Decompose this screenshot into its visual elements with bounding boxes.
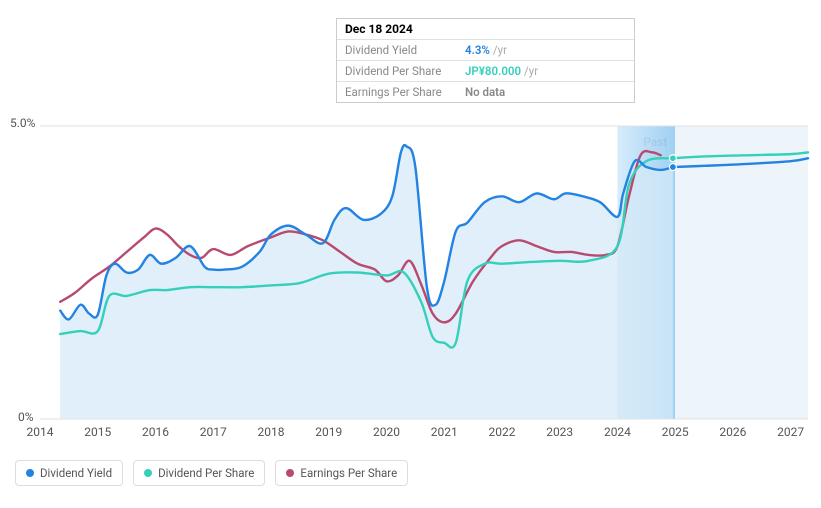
- x-axis-label: 2023: [546, 425, 573, 439]
- y-axis-min: 0%: [18, 410, 34, 424]
- tooltip-value: 4.3%/yr: [465, 43, 507, 57]
- x-axis-label: 2025: [662, 425, 689, 439]
- legend-label: Dividend Per Share: [158, 466, 254, 480]
- dividend-chart: Dec 18 2024 Dividend Yield 4.3%/yr Divid…: [0, 0, 821, 508]
- y-axis-max: 5.0%: [10, 116, 35, 130]
- tooltip-row: Earnings Per Share No data: [337, 82, 634, 102]
- x-axis-label: 2027: [777, 425, 804, 439]
- x-axis-label: 2015: [84, 425, 111, 439]
- legend-dot-icon: [144, 469, 152, 477]
- x-axis-label: 2021: [431, 425, 458, 439]
- x-axis-label: 2022: [488, 425, 515, 439]
- tooltip-date: Dec 18 2024: [345, 22, 413, 36]
- legend-label: Dividend Yield: [40, 466, 112, 480]
- x-axis-label: 2020: [373, 425, 400, 439]
- x-axis-label: 2014: [27, 425, 54, 439]
- tooltip-row: Dividend Per Share JP¥80.000/yr: [337, 61, 634, 82]
- x-axis-label: 2024: [604, 425, 631, 439]
- tooltip-row: Dividend Yield 4.3%/yr: [337, 40, 634, 61]
- legend-item-dividend-per-share[interactable]: Dividend Per Share: [133, 460, 265, 486]
- x-axis-label: 2018: [257, 425, 284, 439]
- x-axis-label: 2026: [719, 425, 746, 439]
- tooltip-label: Dividend Yield: [345, 43, 465, 57]
- tooltip-label: Dividend Per Share: [345, 64, 465, 78]
- chart-tooltip: Dec 18 2024 Dividend Yield 4.3%/yr Divid…: [336, 18, 635, 103]
- x-axis-label: 2017: [200, 425, 227, 439]
- tooltip-value: No data: [465, 85, 508, 99]
- legend-label: Earnings Per Share: [300, 466, 397, 480]
- tooltip-value: JP¥80.000/yr: [465, 64, 538, 78]
- legend-item-dividend-yield[interactable]: Dividend Yield: [15, 460, 123, 486]
- tooltip-label: Earnings Per Share: [345, 85, 465, 99]
- legend: Dividend Yield Dividend Per Share Earnin…: [15, 460, 408, 486]
- legend-item-earnings-per-share[interactable]: Earnings Per Share: [275, 460, 408, 486]
- x-axis-label: 2019: [315, 425, 342, 439]
- legend-dot-icon: [26, 469, 34, 477]
- legend-dot-icon: [286, 469, 294, 477]
- plot-area[interactable]: [40, 126, 808, 419]
- x-axis-label: 2016: [142, 425, 169, 439]
